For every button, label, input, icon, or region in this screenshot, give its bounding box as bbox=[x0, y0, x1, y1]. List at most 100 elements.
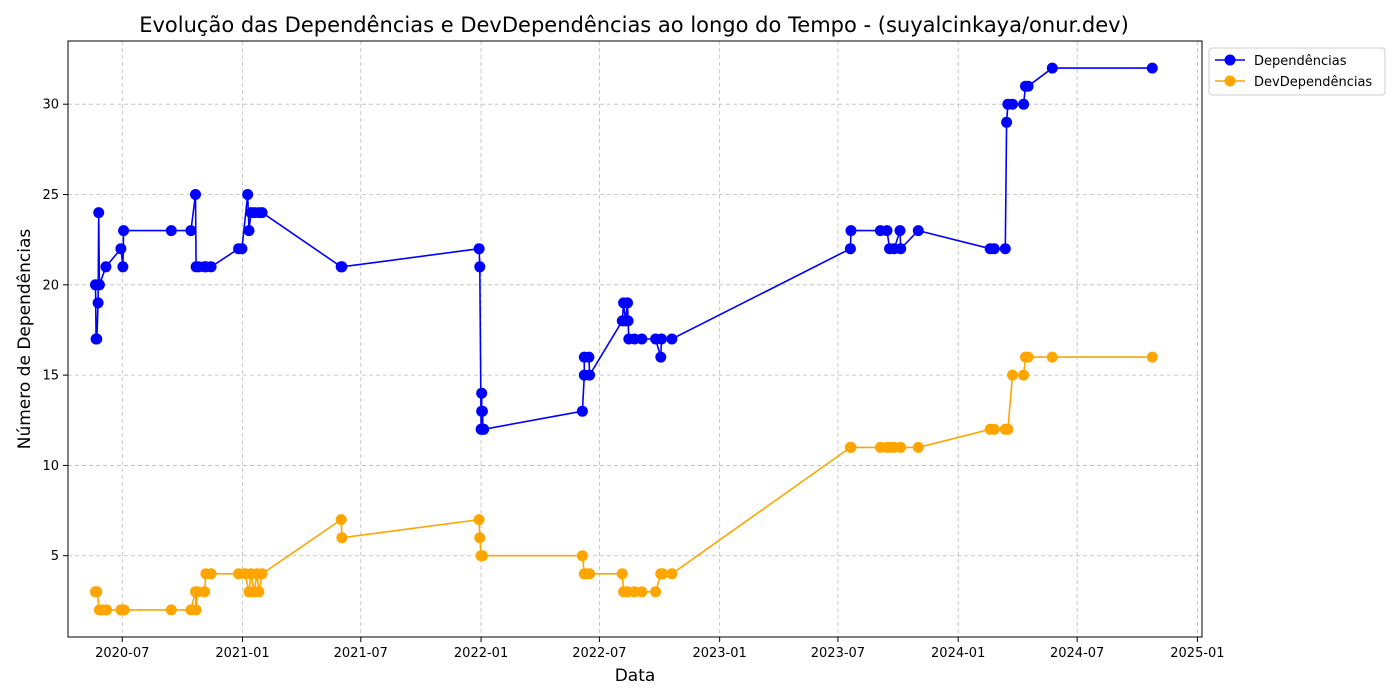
data-point-dependencias bbox=[336, 261, 348, 273]
y-tick-label: 30 bbox=[42, 98, 59, 113]
data-point-devdependencias bbox=[1022, 351, 1034, 363]
data-point-devdependencias bbox=[165, 604, 177, 616]
data-point-devdependencias bbox=[118, 604, 130, 616]
legend-box bbox=[1208, 47, 1386, 96]
data-point-devdependencias bbox=[636, 586, 648, 598]
data-point-dependencias bbox=[205, 261, 217, 273]
data-point-devdependencias bbox=[576, 550, 588, 562]
data-point-devdependencias bbox=[199, 586, 211, 598]
y-tick-label: 25 bbox=[42, 188, 59, 203]
data-point-dependencias bbox=[576, 405, 588, 417]
data-point-dependencias bbox=[583, 351, 595, 363]
data-point-dependencias bbox=[636, 333, 648, 345]
data-point-devdependencias bbox=[657, 568, 669, 580]
data-point-dependencias bbox=[622, 297, 633, 309]
data-point-dependencias bbox=[912, 225, 924, 237]
data-point-devdependencias bbox=[666, 568, 678, 580]
data-point-devdependencias bbox=[584, 568, 596, 580]
x-tick-label: 2023-07 bbox=[811, 646, 865, 661]
data-point-dependencias bbox=[622, 315, 634, 327]
data-point-dependencias bbox=[476, 387, 488, 399]
data-point-dependencias bbox=[894, 225, 906, 237]
data-point-devdependencias bbox=[845, 441, 857, 453]
data-point-dependencias bbox=[165, 225, 177, 237]
data-point-dependencias bbox=[473, 243, 485, 255]
data-point-dependencias bbox=[895, 243, 907, 255]
data-point-devdependencias bbox=[253, 586, 265, 598]
data-point-dependencias bbox=[584, 369, 596, 381]
legend: Dependências DevDependências bbox=[1208, 47, 1386, 96]
data-point-dependencias bbox=[100, 261, 112, 273]
data-point-dependencias bbox=[185, 225, 197, 237]
chart-title: Evolução das Dependências e DevDependênc… bbox=[139, 13, 1129, 37]
data-point-devdependencias bbox=[476, 550, 488, 562]
data-point-devdependencias bbox=[912, 441, 924, 453]
data-point-dependencias bbox=[844, 243, 856, 255]
series-layer bbox=[90, 62, 1158, 616]
data-point-dependencias bbox=[1146, 62, 1158, 74]
x-tick-label: 2022-01 bbox=[454, 646, 508, 661]
x-axis-label: Data bbox=[615, 666, 656, 686]
data-point-devdependencias bbox=[91, 586, 103, 598]
data-point-dependencias bbox=[1018, 98, 1030, 110]
data-point-dependencias bbox=[190, 189, 201, 200]
data-point-devdependencias bbox=[335, 514, 347, 526]
y-axis-label: Número de Dependências bbox=[15, 229, 35, 450]
data-point-devdependencias bbox=[190, 604, 202, 616]
data-point-devdependencias bbox=[895, 441, 907, 453]
data-point-dependencias bbox=[118, 225, 130, 237]
data-point-dependencias bbox=[988, 243, 1000, 255]
x-tick-label: 2021-01 bbox=[215, 646, 269, 661]
y-tick-label: 20 bbox=[42, 278, 59, 293]
data-point-dependencias bbox=[115, 243, 127, 255]
data-point-dependencias bbox=[881, 225, 893, 237]
data-point-devdependencias bbox=[1146, 351, 1158, 363]
data-point-dependencias bbox=[1046, 62, 1058, 74]
series-dependencias bbox=[90, 62, 1158, 435]
y-tick-label: 15 bbox=[42, 369, 59, 384]
data-point-dependencias bbox=[242, 189, 254, 200]
x-tick-label: 2022-07 bbox=[572, 646, 626, 661]
series-devdependencias bbox=[90, 351, 1158, 616]
data-point-devdependencias bbox=[474, 532, 486, 544]
data-point-devdependencias bbox=[101, 604, 113, 616]
data-point-dependencias bbox=[92, 297, 104, 309]
legend-label-devdependencias: DevDependências bbox=[1254, 75, 1372, 90]
data-point-dependencias bbox=[656, 333, 667, 345]
legend-label-dependencias: Dependências bbox=[1254, 54, 1347, 69]
data-point-devdependencias bbox=[616, 568, 628, 580]
x-tick-label: 2025-01 bbox=[1170, 646, 1224, 661]
data-point-dependencias bbox=[1007, 98, 1018, 110]
data-point-dependencias bbox=[474, 261, 486, 273]
data-point-devdependencias bbox=[1046, 351, 1058, 363]
data-point-dependencias bbox=[476, 405, 488, 417]
y-tick-label: 5 bbox=[51, 549, 59, 564]
data-point-devdependencias bbox=[205, 568, 217, 580]
data-point-dependencias bbox=[93, 279, 105, 291]
data-point-devdependencias bbox=[473, 514, 485, 526]
x-tick-label: 2020-07 bbox=[95, 646, 149, 661]
x-tick-label: 2024-07 bbox=[1050, 646, 1104, 661]
data-point-dependencias bbox=[478, 423, 490, 435]
data-point-dependencias bbox=[91, 333, 103, 345]
y-tick-label: 10 bbox=[42, 459, 59, 474]
data-point-devdependencias bbox=[1002, 423, 1014, 435]
data-point-dependencias bbox=[256, 207, 268, 219]
data-point-dependencias bbox=[655, 351, 667, 363]
legend-marker-devdependencias bbox=[1224, 75, 1236, 87]
data-point-dependencias bbox=[236, 243, 248, 255]
data-point-devdependencias bbox=[256, 568, 268, 580]
data-point-dependencias bbox=[845, 225, 857, 237]
data-point-dependencias bbox=[1001, 116, 1013, 128]
data-point-devdependencias bbox=[988, 423, 1000, 435]
x-tick-label: 2021-07 bbox=[334, 646, 388, 661]
data-point-dependencias bbox=[117, 261, 129, 273]
data-point-dependencias bbox=[999, 243, 1011, 255]
data-point-devdependencias bbox=[650, 586, 662, 598]
legend-marker-dependencias bbox=[1224, 54, 1236, 66]
y-axis: 5 10 15 20 25 30 bbox=[42, 98, 68, 564]
x-tick-label: 2023-01 bbox=[692, 646, 746, 661]
data-point-devdependencias bbox=[336, 532, 348, 544]
data-point-dependencias bbox=[1022, 80, 1034, 92]
